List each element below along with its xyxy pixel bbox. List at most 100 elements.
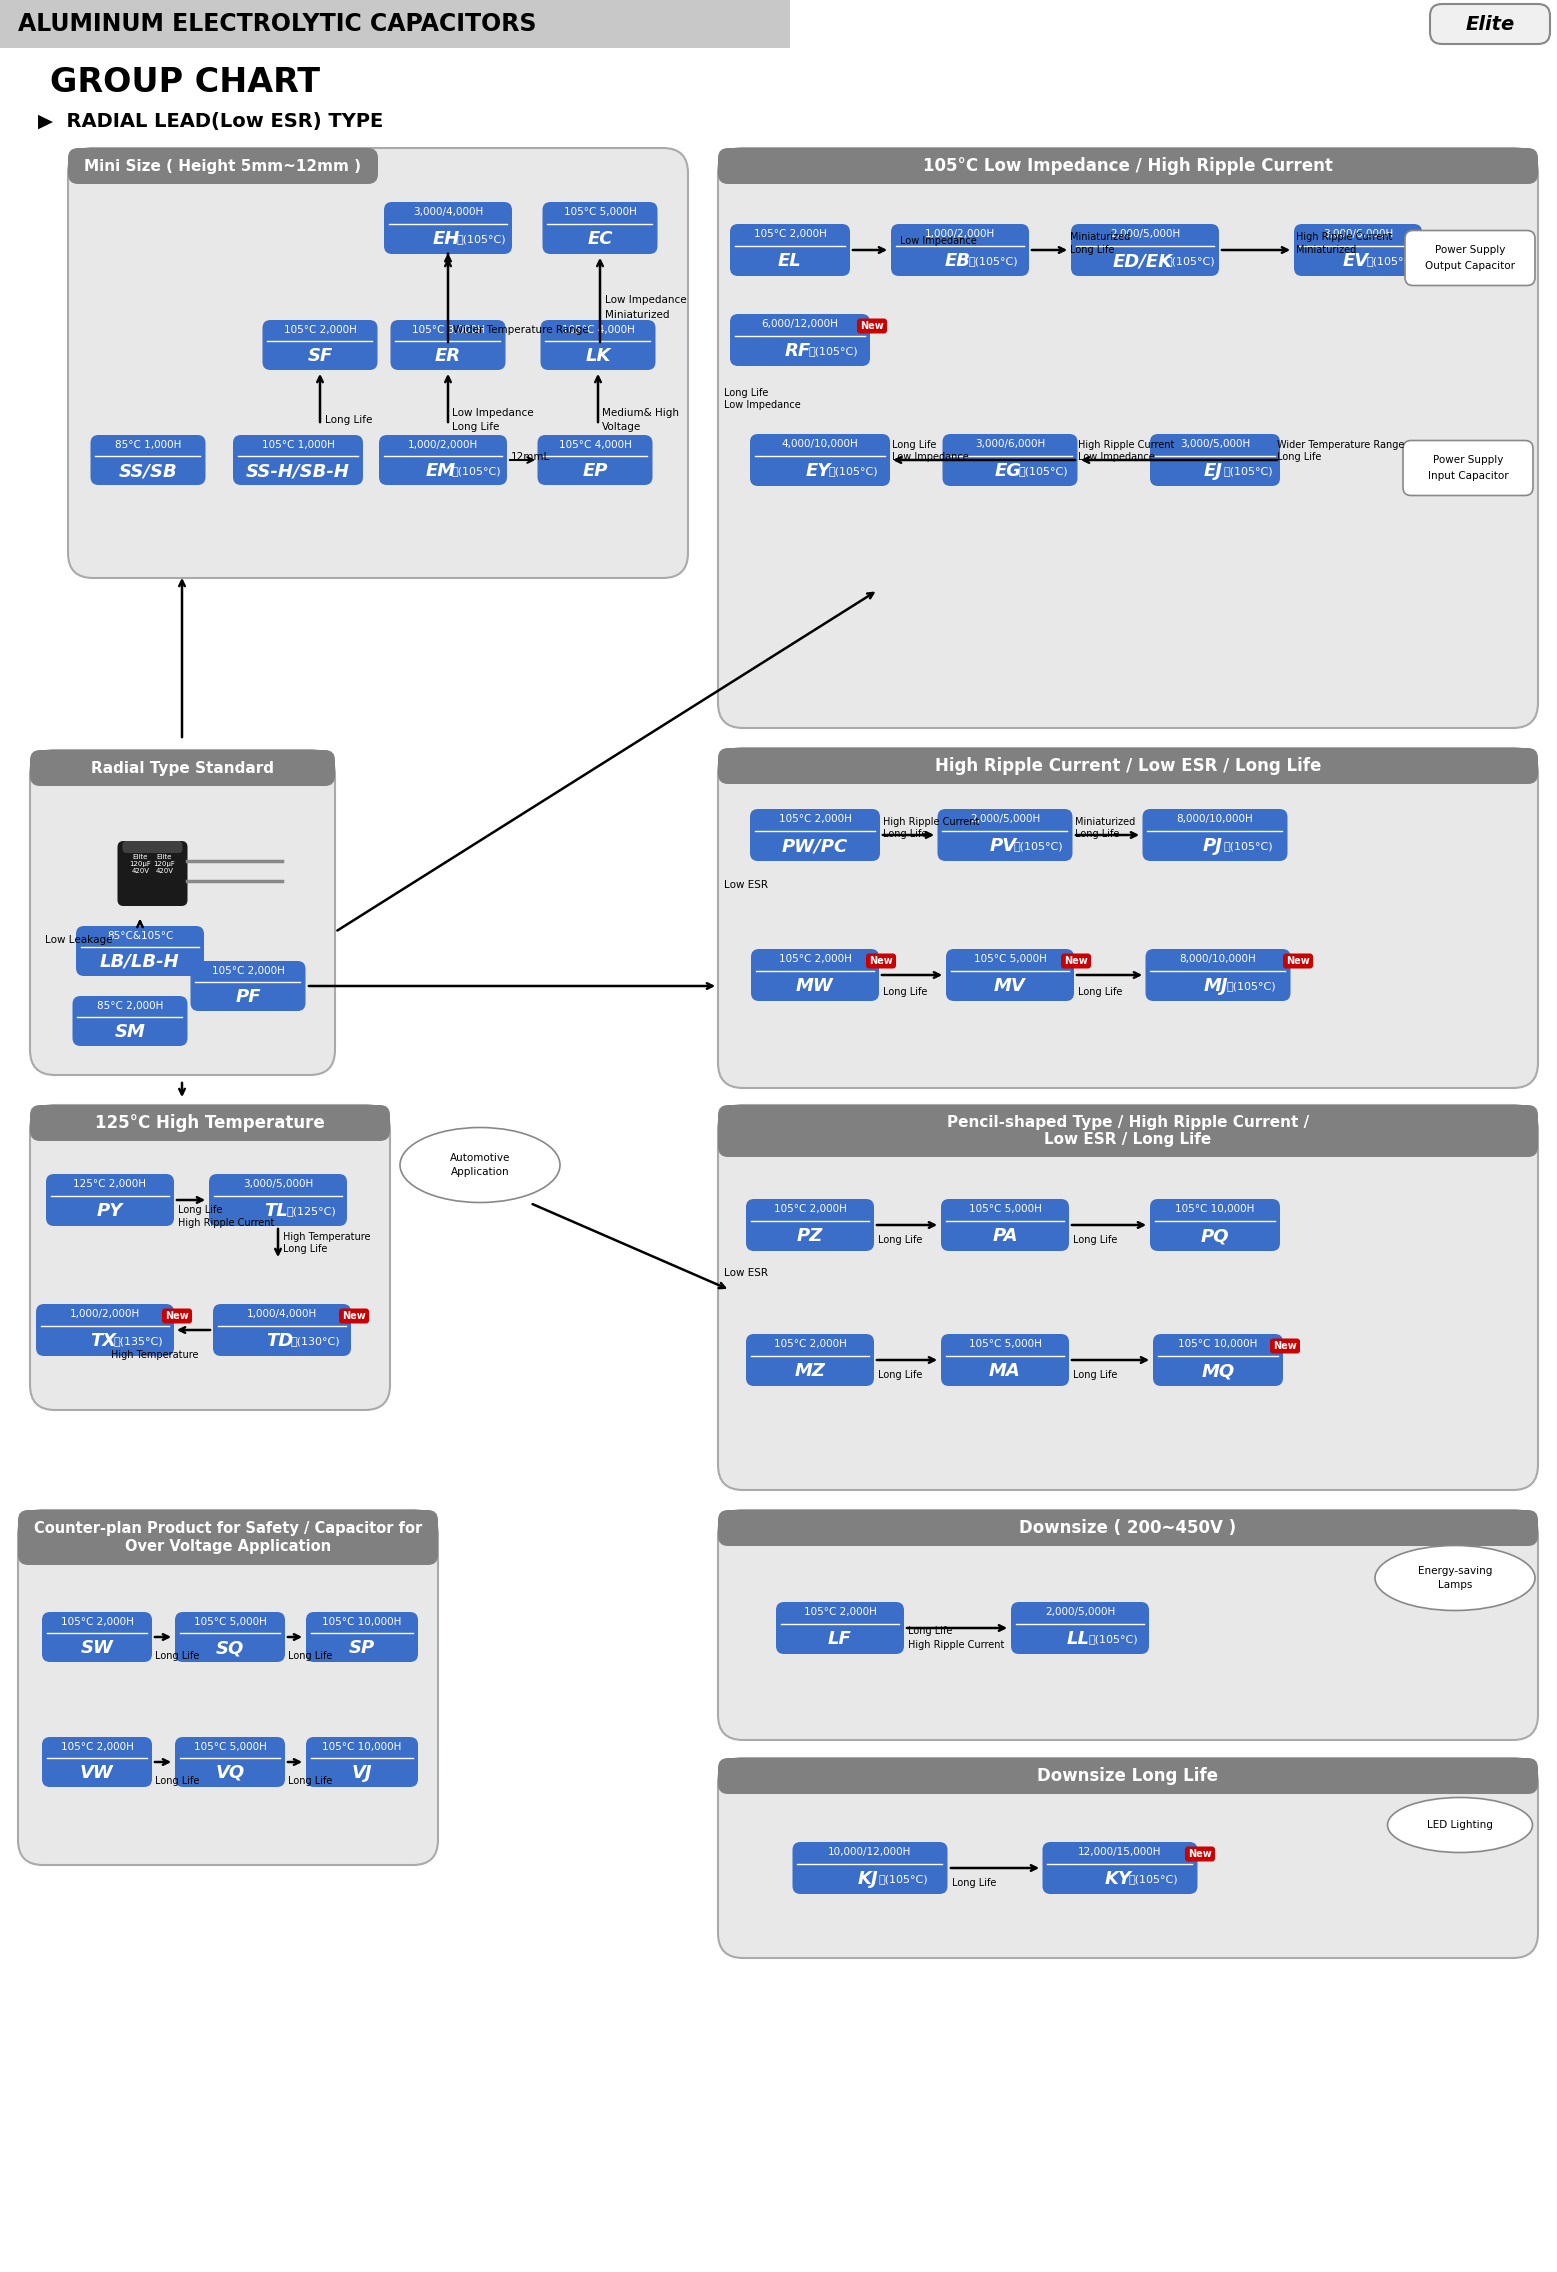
FancyBboxPatch shape bbox=[90, 434, 206, 484]
Text: 105°C 4,000H: 105°C 4,000H bbox=[559, 441, 632, 450]
Text: 105°C 5,000H: 105°C 5,000H bbox=[973, 954, 1046, 963]
Text: 3,000/6,000H: 3,000/6,000H bbox=[1323, 229, 1394, 239]
FancyBboxPatch shape bbox=[1283, 954, 1313, 968]
Text: New: New bbox=[1188, 1849, 1211, 1858]
Text: New: New bbox=[859, 320, 884, 332]
Text: 2,000/5,000H: 2,000/5,000H bbox=[970, 813, 1040, 825]
Text: Long Life: Long Life bbox=[883, 986, 928, 997]
FancyBboxPatch shape bbox=[1294, 225, 1422, 275]
Text: Miniaturized: Miniaturized bbox=[606, 309, 670, 320]
Text: Long Life: Long Life bbox=[878, 1236, 922, 1245]
Text: Long Life: Long Life bbox=[1277, 452, 1322, 461]
Text: (135°C): (135°C) bbox=[114, 1336, 163, 1347]
Text: Long Life: Long Life bbox=[325, 416, 372, 425]
Text: EY: EY bbox=[805, 463, 830, 479]
Text: ALUMINUM ELECTROLYTIC CAPACITORS: ALUMINUM ELECTROLYTIC CAPACITORS bbox=[19, 11, 537, 36]
FancyBboxPatch shape bbox=[750, 950, 880, 1002]
Text: Automotive: Automotive bbox=[450, 1152, 511, 1163]
FancyBboxPatch shape bbox=[19, 1511, 438, 1565]
Text: (105°C): (105°C) bbox=[1129, 1874, 1179, 1883]
Text: Downsize Long Life: Downsize Long Life bbox=[1037, 1768, 1219, 1786]
Text: EH: EH bbox=[433, 229, 459, 248]
FancyBboxPatch shape bbox=[30, 1104, 389, 1411]
Text: Long Life: Long Life bbox=[1074, 829, 1119, 838]
Text: Long Life: Long Life bbox=[288, 1652, 332, 1661]
Text: LED Lighting: LED Lighting bbox=[1428, 1820, 1493, 1829]
Text: 105°C 5,000H: 105°C 5,000H bbox=[193, 1743, 266, 1752]
Text: 105°C 5,000H: 105°C 5,000H bbox=[564, 207, 637, 218]
Text: EM: EM bbox=[427, 461, 456, 479]
Text: 105°C 2,000H: 105°C 2,000H bbox=[754, 229, 827, 239]
Text: PJ: PJ bbox=[1204, 838, 1222, 857]
FancyBboxPatch shape bbox=[1403, 441, 1534, 495]
Text: 105°C 10,000H: 105°C 10,000H bbox=[322, 1618, 402, 1627]
FancyBboxPatch shape bbox=[537, 434, 652, 484]
Text: Power Supply: Power Supply bbox=[1432, 454, 1503, 466]
Text: 2,000/5,000H: 2,000/5,000H bbox=[1110, 229, 1180, 239]
Ellipse shape bbox=[400, 1127, 561, 1202]
Text: PQ: PQ bbox=[1200, 1227, 1228, 1245]
Text: Long Life: Long Life bbox=[1073, 1236, 1118, 1245]
Text: Lamps: Lamps bbox=[1437, 1579, 1473, 1590]
Text: 12,000/15,000H: 12,000/15,000H bbox=[1079, 1847, 1162, 1858]
Text: 12mmL: 12mmL bbox=[511, 452, 550, 461]
FancyBboxPatch shape bbox=[234, 434, 363, 484]
FancyBboxPatch shape bbox=[47, 1175, 174, 1227]
Text: PW/PC: PW/PC bbox=[782, 838, 849, 857]
FancyBboxPatch shape bbox=[1185, 1847, 1214, 1861]
FancyBboxPatch shape bbox=[718, 1511, 1538, 1740]
FancyBboxPatch shape bbox=[378, 434, 508, 484]
Text: (105°C): (105°C) bbox=[808, 345, 858, 357]
Text: EL: EL bbox=[778, 252, 802, 270]
FancyBboxPatch shape bbox=[540, 320, 655, 370]
Text: Long Life: Long Life bbox=[724, 389, 768, 398]
Text: 105°C 5,000H: 105°C 5,000H bbox=[968, 1340, 1042, 1350]
Text: Low ESR: Low ESR bbox=[724, 1268, 768, 1277]
Text: Miniaturized: Miniaturized bbox=[1295, 245, 1356, 254]
Text: EV: EV bbox=[1344, 252, 1369, 270]
Text: GROUP CHART: GROUP CHART bbox=[50, 66, 321, 98]
FancyBboxPatch shape bbox=[162, 1309, 192, 1325]
Text: ▶  RADIAL LEAD(Low ESR) TYPE: ▶ RADIAL LEAD(Low ESR) TYPE bbox=[37, 114, 383, 132]
Text: 125°C 2,000H: 125°C 2,000H bbox=[73, 1179, 146, 1191]
Text: RF: RF bbox=[785, 343, 811, 361]
Text: Long Life: Long Life bbox=[452, 423, 500, 432]
Text: Low ESR: Low ESR bbox=[724, 879, 768, 891]
Text: Low Impedance: Low Impedance bbox=[892, 452, 968, 461]
FancyBboxPatch shape bbox=[190, 961, 305, 1011]
Text: 105°C 2,000H: 105°C 2,000H bbox=[774, 1340, 847, 1350]
FancyBboxPatch shape bbox=[69, 148, 378, 184]
Text: Low Impedance: Low Impedance bbox=[900, 236, 976, 245]
Text: Low Impedance: Low Impedance bbox=[724, 400, 800, 409]
Text: 105°C 5,000H: 105°C 5,000H bbox=[968, 1204, 1042, 1216]
Text: 105°C 10,000H: 105°C 10,000H bbox=[1176, 1204, 1255, 1216]
Text: 105°C 3,000H: 105°C 3,000H bbox=[411, 325, 484, 334]
Ellipse shape bbox=[1387, 1797, 1532, 1852]
FancyBboxPatch shape bbox=[117, 841, 187, 907]
FancyBboxPatch shape bbox=[718, 148, 1538, 727]
FancyBboxPatch shape bbox=[123, 841, 182, 852]
Text: 1,000/2,000H: 1,000/2,000H bbox=[408, 441, 478, 450]
Text: SQ: SQ bbox=[216, 1638, 244, 1656]
Text: 3,000/4,000H: 3,000/4,000H bbox=[413, 207, 483, 218]
Text: New: New bbox=[1063, 957, 1088, 966]
Text: 3,000/6,000H: 3,000/6,000H bbox=[975, 438, 1045, 450]
FancyBboxPatch shape bbox=[718, 1759, 1538, 1795]
Text: EB: EB bbox=[945, 252, 972, 270]
Text: Miniaturized: Miniaturized bbox=[1074, 818, 1135, 827]
Text: (105°C): (105°C) bbox=[1224, 466, 1274, 477]
Text: (105°C): (105°C) bbox=[1224, 841, 1274, 852]
Text: PY: PY bbox=[97, 1202, 123, 1220]
Text: Counter-plan Product for Safety / Capacitor for
Over Voltage Application: Counter-plan Product for Safety / Capaci… bbox=[34, 1522, 422, 1554]
Text: 85°C&105°C: 85°C&105°C bbox=[107, 932, 173, 941]
Text: (130°C): (130°C) bbox=[290, 1336, 339, 1347]
Text: 10,000/12,000H: 10,000/12,000H bbox=[828, 1847, 912, 1858]
FancyBboxPatch shape bbox=[42, 1738, 153, 1788]
Text: LK: LK bbox=[585, 348, 610, 366]
Text: (105°C): (105°C) bbox=[828, 466, 878, 477]
FancyBboxPatch shape bbox=[1429, 5, 1551, 43]
FancyBboxPatch shape bbox=[775, 1602, 905, 1654]
Text: 1,000/4,000H: 1,000/4,000H bbox=[248, 1309, 318, 1320]
Text: ER: ER bbox=[434, 348, 461, 366]
Text: Long Life: Long Life bbox=[883, 829, 928, 838]
